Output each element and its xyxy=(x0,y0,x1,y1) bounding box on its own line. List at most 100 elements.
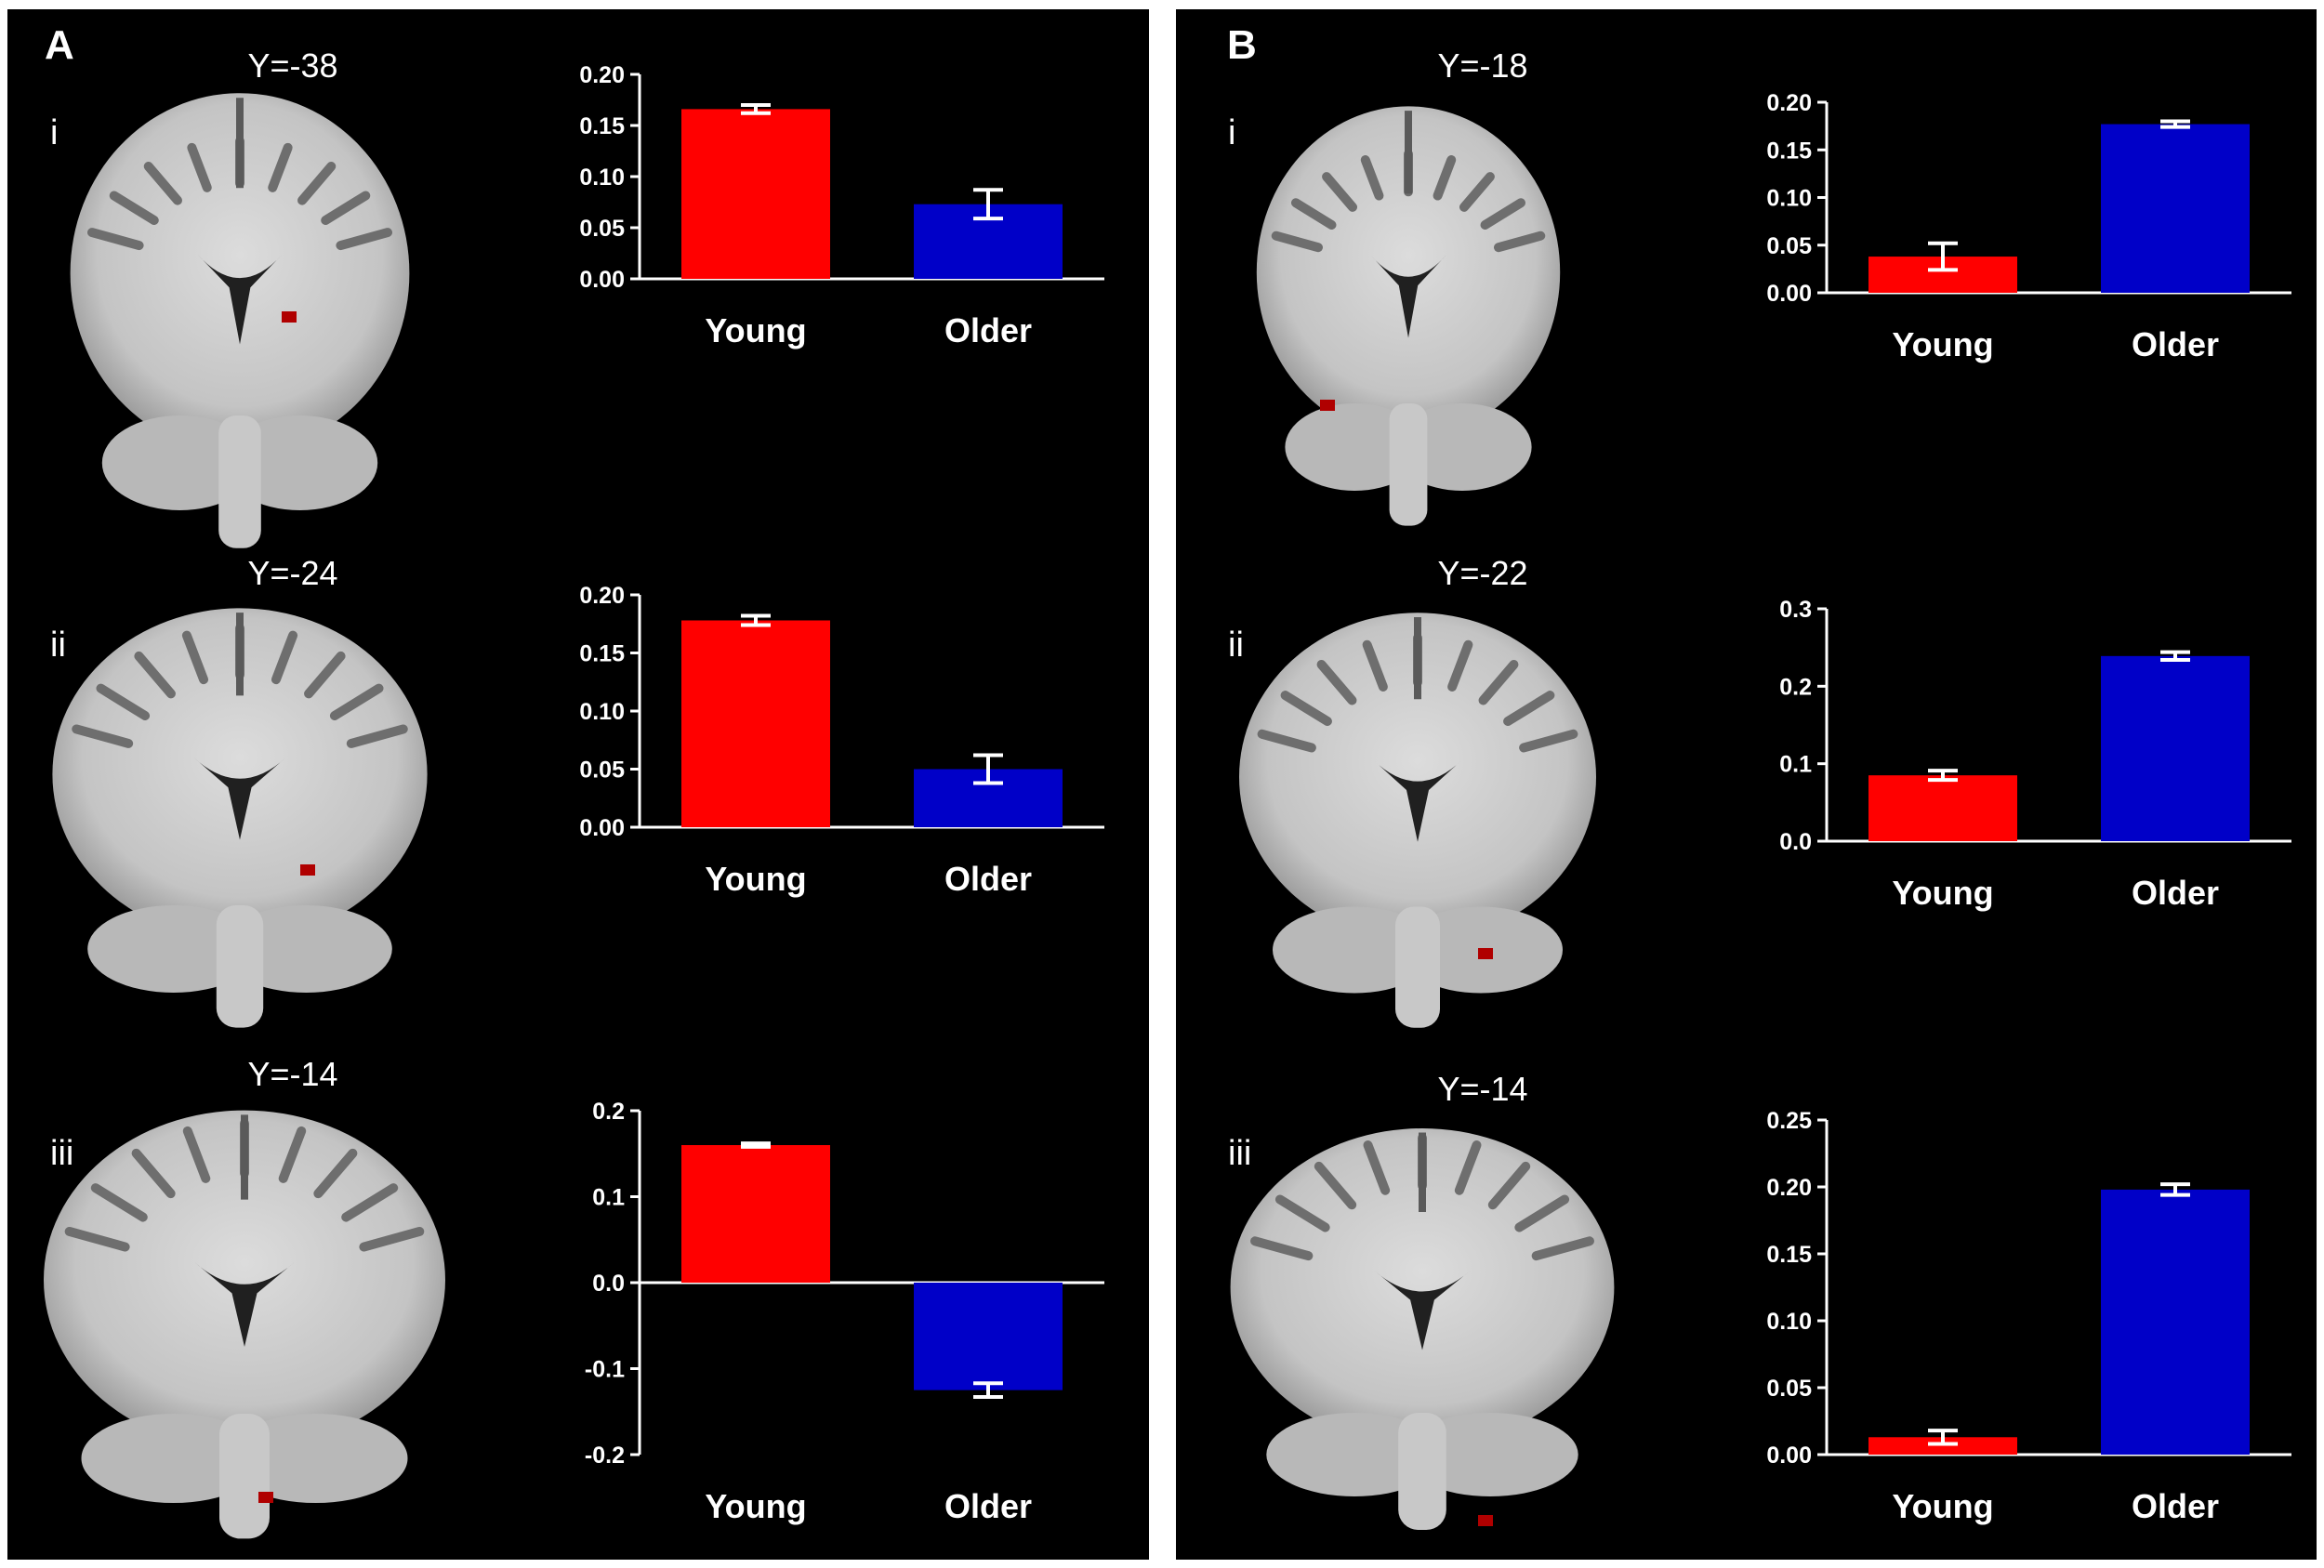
sulcus-shape xyxy=(313,1148,358,1199)
y-tick-label: 0.1 xyxy=(1779,752,1812,778)
row-label: ii xyxy=(50,626,66,665)
sulcus-shape xyxy=(1360,155,1384,201)
error-bar xyxy=(2160,1182,2190,1197)
row-label: i xyxy=(50,113,59,152)
brain-slice-image xyxy=(1239,613,1596,1028)
temporal-lobe-shape xyxy=(87,905,259,993)
cerebrum-shape xyxy=(1239,613,1596,942)
sulcus-shape xyxy=(86,228,144,251)
error-bar xyxy=(2160,650,2190,662)
sulcus-shape xyxy=(1362,639,1388,692)
x-category-label: Older xyxy=(2132,325,2219,363)
ventricle-shape xyxy=(1374,1271,1471,1351)
y-tick-label: 0.1 xyxy=(592,1185,625,1211)
brain-slice-image xyxy=(70,93,410,548)
ventricle-shape xyxy=(192,757,287,840)
y-tick-label: 0.15 xyxy=(579,641,625,667)
sulcus-shape xyxy=(64,1226,130,1252)
y-tick-label: 0.05 xyxy=(1766,1376,1812,1402)
slice-label: Y=-22 xyxy=(1437,554,1528,592)
y-tick-label: 0.15 xyxy=(579,113,625,139)
y-tick-label: 0.10 xyxy=(579,165,625,191)
sulcus-shape xyxy=(109,191,159,226)
sulcus-shape xyxy=(329,683,384,721)
sulcus-shape xyxy=(1454,1140,1482,1195)
y-tick-label: 0.20 xyxy=(1766,93,1812,116)
row-label: iii xyxy=(1228,1134,1252,1173)
temporal-lobe-shape xyxy=(1266,1413,1443,1496)
x-category-label: Young xyxy=(705,1487,806,1525)
error-bar xyxy=(973,188,1003,221)
brain-slice-image xyxy=(1230,1128,1615,1530)
sulcus-shape xyxy=(341,1183,399,1222)
sulcus-shape xyxy=(1459,172,1495,212)
error-bar xyxy=(741,103,771,115)
x-category-label: Young xyxy=(705,311,806,349)
sulcus-shape xyxy=(268,142,293,192)
temporal-lobe-shape xyxy=(1393,403,1532,491)
sulcus-shape xyxy=(72,724,134,748)
sulcus-shape xyxy=(304,651,346,699)
sulcus-shape xyxy=(1514,1194,1570,1232)
row-b-ii: ii Y=-22 0.0 0.1 0.2 0.3 Young Older xyxy=(1176,511,2317,1028)
sulcus-shape xyxy=(1257,729,1316,753)
bar-young xyxy=(681,1145,830,1283)
brainstem-shape xyxy=(219,1414,270,1539)
slice-label: Y=-38 xyxy=(247,46,338,85)
bar-young xyxy=(681,109,830,280)
x-category-label: Young xyxy=(1892,874,1993,912)
x-category-label: Older xyxy=(2132,1487,2219,1525)
sulcus-shape xyxy=(143,162,182,205)
y-tick-label: 0.2 xyxy=(592,1101,625,1125)
temporal-lobe-shape xyxy=(1285,403,1424,491)
y-tick-label: 0.20 xyxy=(579,65,625,88)
sulcus-shape xyxy=(1531,1236,1594,1261)
brainstem-shape xyxy=(1395,906,1440,1028)
y-tick-label: 0.10 xyxy=(1766,186,1812,212)
y-tick-label: 0.0 xyxy=(1779,829,1812,855)
y-tick-label: -0.2 xyxy=(585,1443,625,1469)
sulcus-shape xyxy=(271,630,298,685)
x-category-label: Young xyxy=(1892,325,1993,363)
bar-young xyxy=(1868,775,2017,841)
ventricle-shape xyxy=(1370,255,1446,338)
sulcus-shape xyxy=(1363,1140,1391,1195)
sulcus-shape xyxy=(1519,729,1578,753)
panel-letter: B xyxy=(1227,22,1257,68)
y-tick-label: 0.25 xyxy=(1766,1111,1812,1134)
cerebrum-shape xyxy=(1230,1128,1615,1446)
activation-cluster xyxy=(1478,1515,1493,1526)
panel-letter: A xyxy=(45,22,74,68)
sulcus-shape xyxy=(134,651,176,699)
bar-young xyxy=(1868,1437,2017,1455)
activation-cluster xyxy=(282,311,297,323)
bar-chart: 0.00 0.05 0.10 0.15 0.20 Young Older xyxy=(579,586,1104,898)
sulcus-shape xyxy=(278,1126,307,1183)
bar-chart: 0.00 0.05 0.10 0.15 0.20 Young Older xyxy=(579,65,1104,349)
row-a-iii: iii Y=-14 -0.2 -0.1 0.0 0.1 0.2 Young Older xyxy=(7,1036,1149,1539)
sulcus-shape xyxy=(182,1126,211,1183)
activation-cluster xyxy=(300,864,315,876)
brain-slice-image xyxy=(1256,106,1561,526)
brainstem-shape xyxy=(1398,1413,1446,1530)
sulcus-shape xyxy=(1433,155,1457,201)
sulcus-shape xyxy=(359,1226,425,1252)
y-tick-label: 0.20 xyxy=(579,586,625,609)
cerebrum-shape xyxy=(70,93,410,454)
bar-older xyxy=(2101,1189,2250,1455)
sulcus-shape xyxy=(1316,659,1357,705)
panel-a: A i Y=-38 0.00 0.05 0.10 0.15 0.20 Young Older… xyxy=(7,9,1149,1560)
x-category-label: Older xyxy=(2132,874,2219,912)
sulcus-shape xyxy=(1271,231,1323,253)
sulcus-shape xyxy=(1503,691,1555,727)
error-bar xyxy=(2160,119,2190,129)
brainstem-shape xyxy=(1389,403,1428,526)
activation-cluster xyxy=(1320,400,1335,411)
bar-chart: -0.2 -0.1 0.0 0.1 0.2 Young Older xyxy=(585,1101,1104,1525)
sulcus-shape xyxy=(297,162,337,205)
y-tick-label: 0.05 xyxy=(1766,233,1812,259)
y-tick-label: 0.10 xyxy=(1766,1309,1812,1335)
y-tick-label: 0.20 xyxy=(1766,1175,1812,1201)
error-bar xyxy=(973,753,1003,785)
brainstem-shape xyxy=(218,415,261,548)
